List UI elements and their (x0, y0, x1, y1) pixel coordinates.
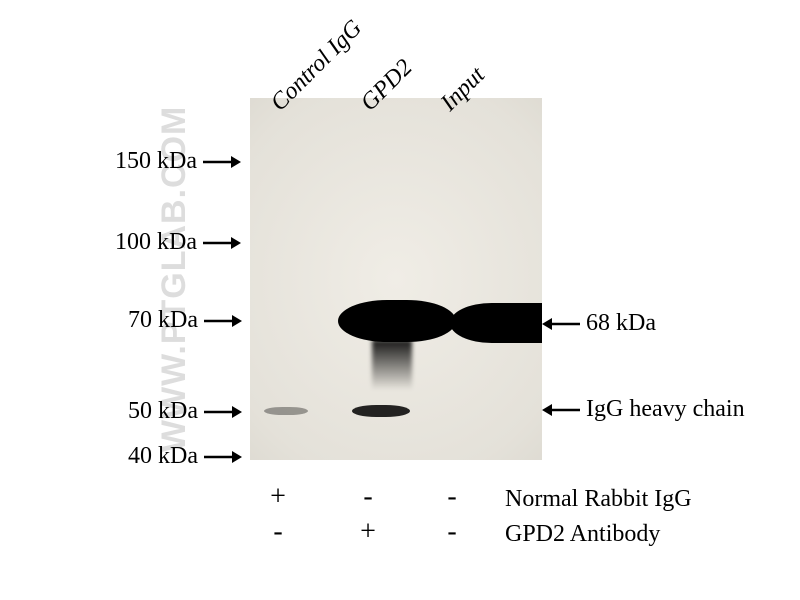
mw-label: 50 kDa (128, 398, 198, 425)
band-smear (372, 340, 412, 390)
annotation-label: IgG heavy chain (586, 396, 745, 423)
treatment-sign: - (263, 516, 293, 548)
mw-marker-150: 150 kDa (115, 148, 241, 175)
arrow-right-icon (204, 450, 242, 464)
arrow-right-icon (203, 236, 241, 250)
band-igg-heavy-gpd2 (352, 405, 410, 417)
figure-root: { "lanes": { "labels": ["Control IgG", "… (0, 0, 800, 600)
mw-label: 40 kDa (128, 443, 198, 470)
mw-label: 70 kDa (128, 307, 198, 334)
arrow-right-icon (203, 155, 241, 169)
treatment-sign: + (263, 481, 293, 513)
arrow-right-icon (204, 405, 242, 419)
annotation-68kda: 68 kDa (542, 310, 656, 337)
mw-marker-70: 70 kDa (128, 307, 242, 334)
arrow-right-icon (204, 314, 242, 328)
treatment-sign: - (353, 481, 383, 513)
band-igg-heavy-control (264, 407, 308, 415)
treatment-sign: - (437, 481, 467, 513)
treatment-sign: - (437, 516, 467, 548)
arrow-left-icon (542, 317, 580, 331)
treatment-label-normal-rabbit-igg: Normal Rabbit IgG (505, 486, 692, 513)
mw-marker-50: 50 kDa (128, 398, 242, 425)
treatment-sign: + (353, 516, 383, 548)
blot-membrane (250, 98, 542, 460)
band-gpd2-main (338, 300, 456, 342)
band-input-main (450, 303, 542, 343)
mw-label: 150 kDa (115, 148, 197, 175)
annotation-igg-heavy: IgG heavy chain (542, 396, 745, 423)
treatment-label-gpd2-antibody: GPD2 Antibody (505, 521, 660, 548)
mw-marker-100: 100 kDa (115, 229, 241, 256)
mw-marker-40: 40 kDa (128, 443, 242, 470)
arrow-left-icon (542, 403, 580, 417)
mw-label: 100 kDa (115, 229, 197, 256)
annotation-label: 68 kDa (586, 310, 656, 337)
